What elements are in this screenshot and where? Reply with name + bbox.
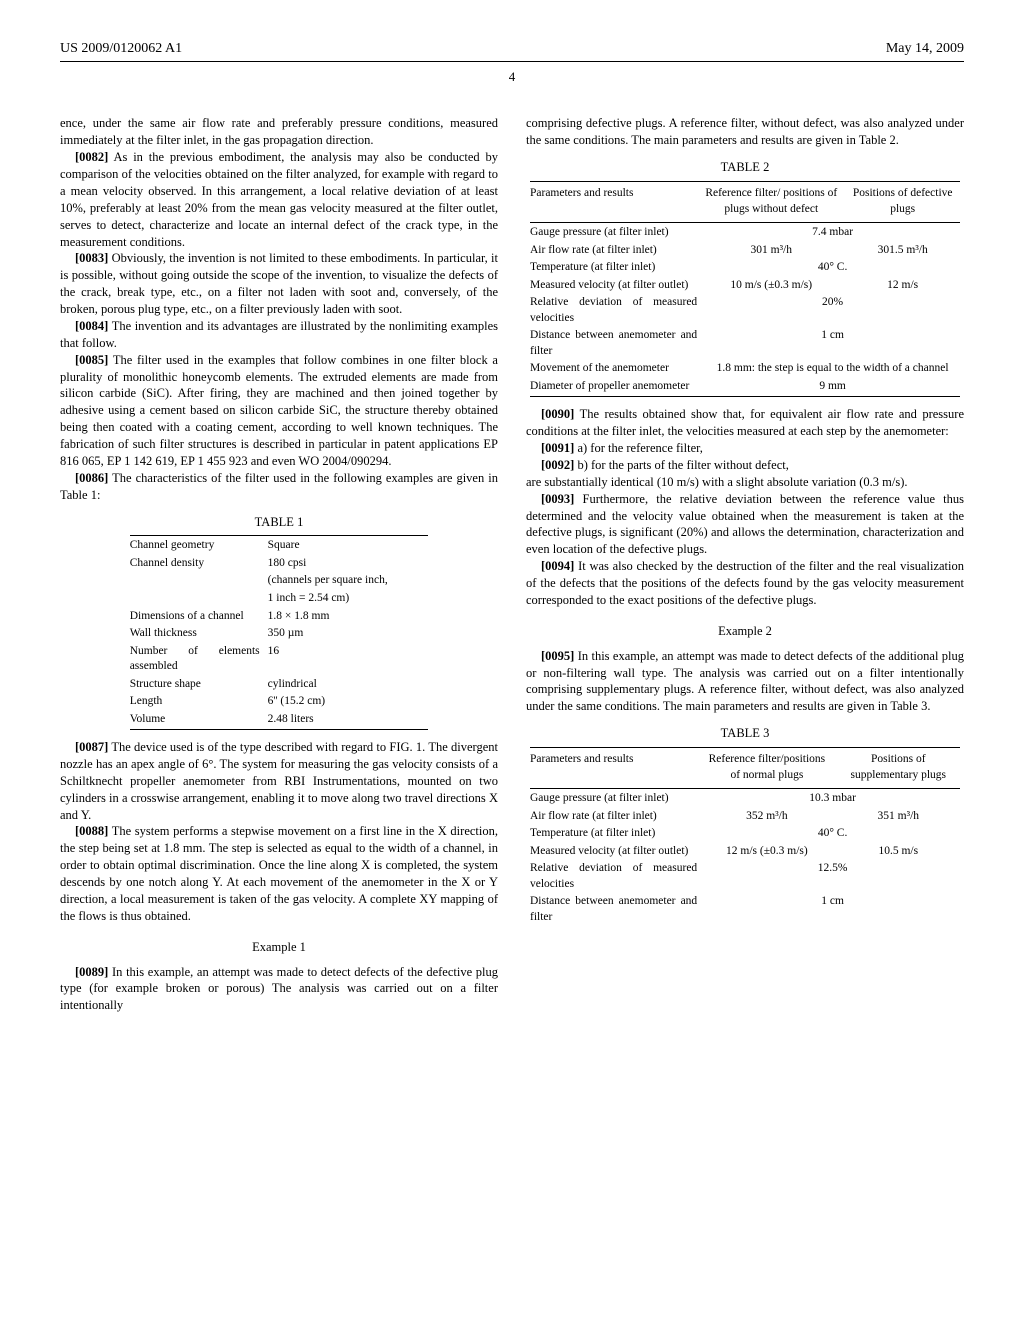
para-0083: [0083] Obviously, the invention is not l…	[60, 250, 498, 318]
para-0095: [0095] In this example, an attempt was m…	[526, 648, 964, 716]
table-3-title: TABLE 3	[526, 725, 964, 742]
table-row: Temperature (at filter inlet)40° C.	[526, 259, 964, 277]
table-row: Channel geometrySquare	[126, 537, 433, 555]
table-row: Gauge pressure (at filter inlet)7.4 mbar	[526, 224, 964, 242]
table-row: Volume2.48 liters	[126, 711, 433, 729]
table-row: Distance between anemometer and filter1 …	[526, 893, 964, 926]
table-row: Air flow rate (at filter inlet)301 m³/h3…	[526, 242, 964, 260]
table-row: Measured velocity (at filter outlet)10 m…	[526, 277, 964, 295]
example-1-heading: Example 1	[60, 939, 498, 956]
example-2-heading: Example 2	[526, 623, 964, 640]
content-columns: ence, under the same air flow rate and p…	[60, 115, 964, 1014]
table-row: Diameter of propeller anemometer9 mm	[526, 378, 964, 396]
para-0091: [0091] a) for the reference filter,	[526, 440, 964, 457]
table-1-title: TABLE 1	[60, 514, 498, 531]
table-row: Distance between anemometer and filter1 …	[526, 327, 964, 360]
table-row: Temperature (at filter inlet)40° C.	[526, 825, 964, 843]
para-extra-1: are substantially identical (10 m/s) wit…	[526, 474, 964, 491]
table-2-title: TABLE 2	[526, 159, 964, 176]
table-row: Channel density180 cpsi	[126, 555, 433, 573]
table-row: Structure shapecylindrical	[126, 676, 433, 694]
para-0093: [0093] Furthermore, the relative deviati…	[526, 491, 964, 559]
para-0085: [0085] The filter used in the examples t…	[60, 352, 498, 470]
table-row: Measured velocity (at filter outlet)12 m…	[526, 843, 964, 861]
table-2: TABLE 2 Parameters and results Reference…	[526, 159, 964, 398]
table-row: Length6'' (15.2 cm)	[126, 693, 433, 711]
table-row: Relative deviation of measured velocitie…	[526, 860, 964, 893]
para-cont: ence, under the same air flow rate and p…	[60, 115, 498, 149]
para-0086: [0086] The characteristics of the filter…	[60, 470, 498, 504]
table-row: (channels per square inch,	[126, 572, 433, 590]
para-0090: [0090] The results obtained show that, f…	[526, 406, 964, 440]
para-0089: [0089] In this example, an attempt was m…	[60, 964, 498, 1015]
table-3: TABLE 3 Parameters and results Reference…	[526, 725, 964, 926]
table-row: Wall thickness350 µm	[126, 625, 433, 643]
para-0084: [0084] The invention and its advantages …	[60, 318, 498, 352]
doc-number: US 2009/0120062 A1	[60, 40, 182, 59]
table-row: Number of elements assembled16	[126, 643, 433, 676]
para-0094: [0094] It was also checked by the destru…	[526, 558, 964, 609]
table-row: Relative deviation of measured velocitie…	[526, 294, 964, 327]
table-row: Air flow rate (at filter inlet)352 m³/h3…	[526, 808, 964, 826]
para-0087: [0087] The device used is of the type de…	[60, 739, 498, 823]
table-row: Movement of the anemometer1.8 mm: the st…	[526, 360, 964, 378]
table-row: Gauge pressure (at filter inlet)10.3 mba…	[526, 790, 964, 808]
para-0088: [0088] The system performs a stepwise mo…	[60, 823, 498, 924]
para-0092: [0092] b) for the parts of the filter wi…	[526, 457, 964, 474]
page-header: US 2009/0120062 A1 May 14, 2009	[60, 40, 964, 62]
page-number: 4	[60, 68, 964, 86]
para-0082: [0082] As in the previous embodiment, th…	[60, 149, 498, 250]
table-1: TABLE 1 Channel geometrySquareChannel de…	[60, 514, 498, 732]
para-cont-right: comprising defective plugs. A reference …	[526, 115, 964, 149]
table-row: Dimensions of a channel1.8 × 1.8 mm	[126, 608, 433, 626]
table-row: 1 inch = 2.54 cm)	[126, 590, 433, 608]
doc-date: May 14, 2009	[886, 40, 964, 59]
